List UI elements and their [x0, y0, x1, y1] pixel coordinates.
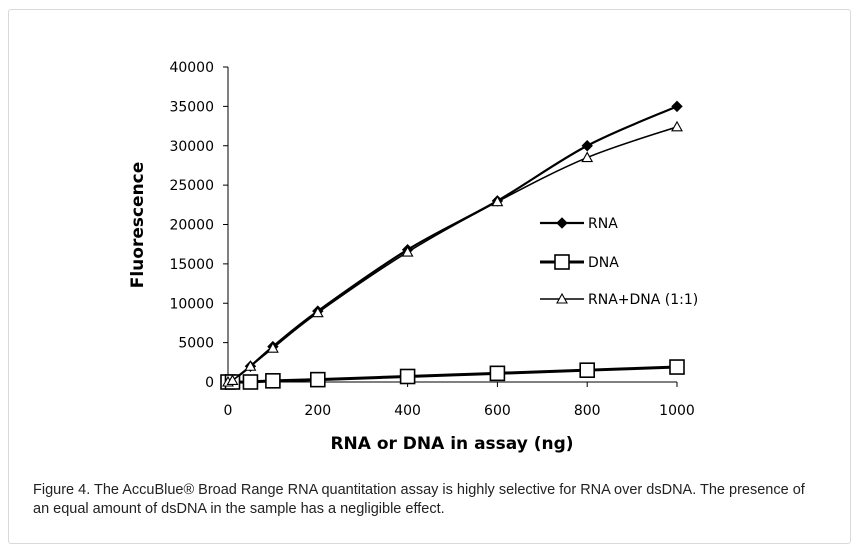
figure-frame — [8, 9, 851, 544]
x-tick-label: 1000 — [659, 403, 695, 419]
x-tick-label: 0 — [224, 403, 233, 419]
x-tick-label: 200 — [304, 403, 331, 419]
data-point — [671, 100, 683, 113]
y-tick-label: 30000 — [169, 139, 214, 155]
series-line — [227, 126, 678, 383]
series-rna-dna-1-1 — [222, 120, 683, 387]
data-point — [489, 365, 506, 382]
legend-label: DNA — [588, 255, 619, 271]
series-dna — [220, 359, 685, 390]
y-tick-label: 35000 — [169, 99, 214, 115]
data-point — [244, 360, 257, 371]
y-tick-label: 40000 — [169, 60, 214, 76]
data-point — [581, 140, 593, 152]
legend-label: RNA — [588, 216, 618, 232]
data-point — [581, 151, 594, 163]
data-point — [309, 371, 326, 388]
x-tick-label: 600 — [484, 403, 511, 419]
data-point — [311, 306, 324, 318]
y-tick-label: 20000 — [169, 218, 214, 234]
y-tick-label: 25000 — [169, 178, 214, 194]
y-tick-label: 5000 — [178, 336, 214, 352]
data-point — [266, 342, 279, 353]
data-point — [242, 374, 259, 390]
legend-marker — [556, 292, 568, 304]
series-rna — [222, 100, 683, 388]
data-point — [226, 374, 239, 385]
y-tick-label: 0 — [205, 375, 214, 391]
series-line — [227, 105, 678, 384]
data-point — [401, 245, 414, 257]
x-axis-title: RNA or DNA in assay (ng) — [330, 434, 573, 454]
y-tick-label: 15000 — [169, 257, 214, 273]
data-point — [399, 368, 416, 385]
data-point — [579, 362, 596, 378]
y-axis-title: Fluorescence — [128, 162, 148, 289]
chart-axes: 0500010000150002000025000300003500040000… — [169, 60, 694, 419]
figure-caption: Figure 4. The AccuBlue® Broad Range RNA … — [33, 482, 805, 517]
chart-series-layer — [220, 100, 685, 390]
chart-legend: RNA DNA RNA+DNA (1:1) — [540, 216, 698, 308]
x-tick-label: 800 — [574, 403, 601, 419]
data-point — [671, 120, 683, 132]
series-line — [228, 365, 678, 384]
data-point — [491, 195, 504, 207]
legend-marker — [554, 254, 570, 270]
data-point — [265, 373, 281, 389]
legend-marker — [556, 217, 568, 229]
y-tick-label: 10000 — [169, 296, 214, 312]
legend-label: RNA+DNA (1:1) — [588, 292, 698, 308]
x-tick-label: 400 — [394, 403, 421, 419]
data-point — [669, 359, 685, 375]
chart-svg: 0500010000150002000025000300003500040000… — [128, 60, 698, 454]
